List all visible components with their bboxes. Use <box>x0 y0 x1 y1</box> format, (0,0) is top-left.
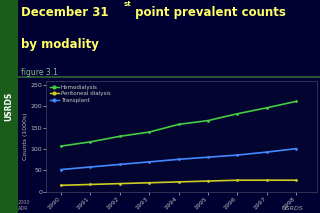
Legend: Hemodialysis, Peritoneal dialysis, Transplant: Hemodialysis, Peritoneal dialysis, Trans… <box>49 84 112 104</box>
Text: USRDS: USRDS <box>282 206 303 211</box>
Text: 2000
ADR: 2000 ADR <box>18 200 30 211</box>
Text: st: st <box>124 1 132 7</box>
Text: December 31: December 31 <box>20 6 108 19</box>
Text: point prevalent counts: point prevalent counts <box>131 6 286 19</box>
Text: USRDS: USRDS <box>4 92 13 121</box>
Y-axis label: Counts (1000s): Counts (1000s) <box>23 112 28 160</box>
Text: by modality: by modality <box>20 38 99 51</box>
Text: figure 3.1: figure 3.1 <box>20 68 58 77</box>
